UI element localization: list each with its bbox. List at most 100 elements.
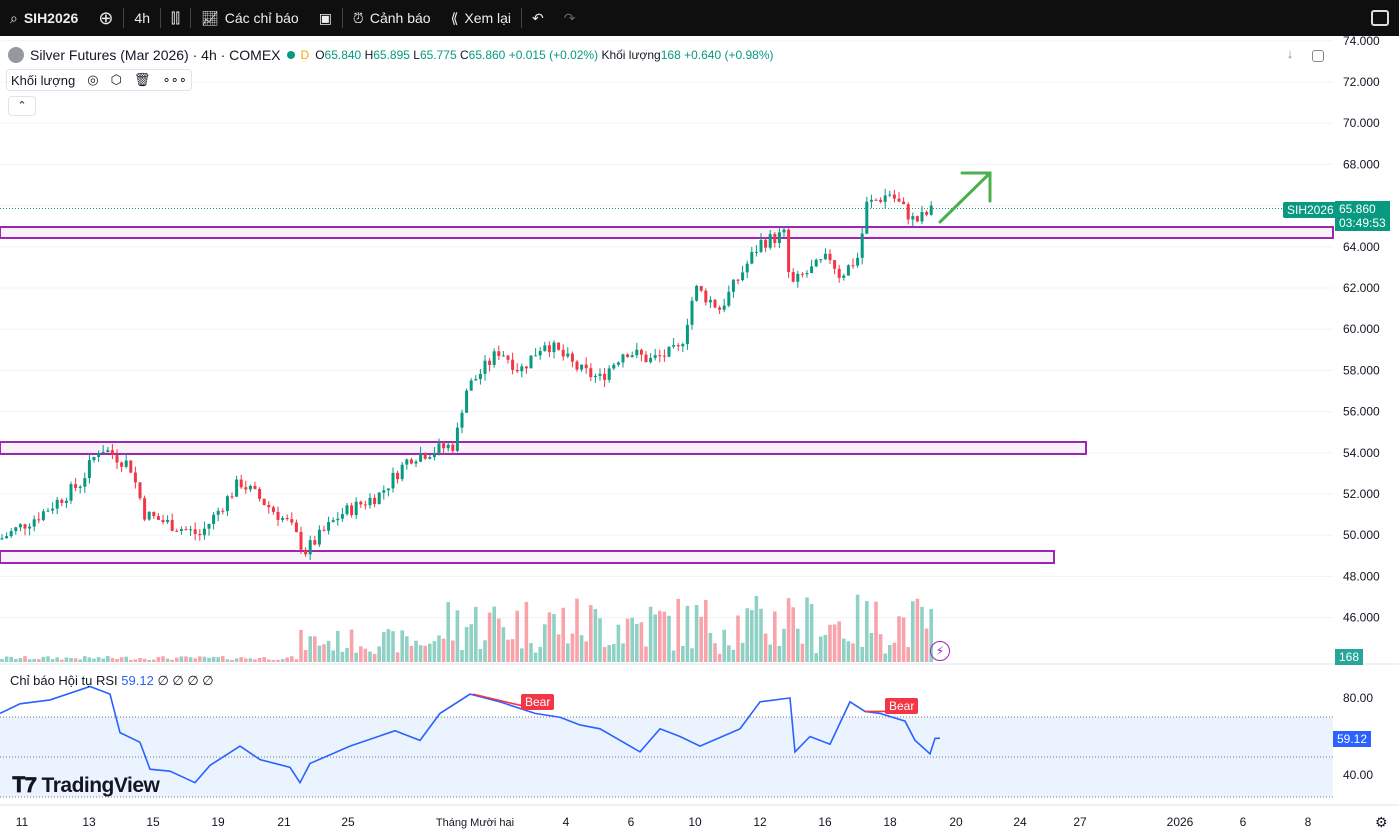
price-tick-label: 74.000 — [1343, 34, 1380, 48]
divider — [160, 8, 161, 28]
trash-icon[interactable]: 🗑︎ — [133, 72, 151, 87]
settings-icon[interactable]: ⬡ — [110, 72, 122, 87]
redo-button[interactable]: ↷ — [554, 0, 586, 36]
candle — [681, 344, 685, 347]
candle — [483, 360, 487, 374]
compare-button[interactable]: ⊕ — [88, 0, 123, 36]
volume-bar — [579, 635, 584, 662]
symbol-search-button[interactable]: ⌕ SIH2026 — [10, 9, 79, 27]
candle — [607, 368, 611, 380]
horizontal-zone — [0, 550, 1055, 564]
bear-label: Bear — [885, 698, 919, 714]
volume-bar — [911, 601, 915, 662]
volume-bar — [929, 608, 933, 662]
candle — [497, 351, 501, 356]
candle — [202, 528, 206, 536]
candle — [138, 482, 142, 499]
candle — [244, 487, 248, 490]
candle — [888, 194, 892, 196]
replay-button[interactable]: ⟪ Xem lại — [450, 9, 512, 27]
layouts-button[interactable]: ▣ — [309, 0, 342, 36]
eye-icon[interactable]: ◎ — [87, 72, 99, 87]
grid-icon: ▣ — [318, 9, 332, 26]
volume-bar — [184, 656, 188, 662]
volume-bar — [377, 646, 381, 662]
volume-bar — [432, 641, 437, 662]
lightning-icon[interactable]: ⚡︎ — [930, 641, 950, 661]
candle — [552, 342, 556, 352]
volume-bar — [239, 657, 243, 662]
volume-bar — [313, 636, 317, 662]
volume-bar — [64, 657, 69, 662]
candle — [285, 517, 289, 520]
candle — [529, 355, 533, 369]
time-axis-settings-icon[interactable]: ⚙︎ — [1375, 814, 1388, 830]
candle — [584, 364, 588, 369]
volume-bar — [363, 648, 368, 662]
candle — [207, 524, 211, 529]
volume-bar — [326, 640, 331, 662]
undo-button[interactable]: ↶ — [522, 0, 554, 36]
candle — [262, 498, 266, 506]
alerts-button[interactable]: ⏰︎ Cảnh báo — [352, 9, 431, 27]
candle — [184, 529, 188, 531]
volume-bar — [681, 645, 685, 662]
candle — [911, 216, 915, 220]
collapse-legend-button[interactable]: ⌃ — [8, 96, 36, 116]
candle — [704, 290, 708, 303]
volume-bar — [469, 624, 473, 662]
volume-bar — [506, 639, 510, 662]
candle — [258, 488, 262, 499]
indicators-button[interactable]: 📈︎ Các chỉ báo — [200, 9, 299, 27]
candle — [621, 354, 625, 363]
candle — [373, 497, 377, 504]
volume-bar — [662, 611, 667, 662]
candle — [906, 204, 910, 220]
volume-bar — [303, 650, 308, 662]
candle — [363, 504, 367, 506]
candle — [368, 497, 372, 506]
candle — [129, 460, 133, 473]
volume-bar — [782, 628, 786, 662]
candle — [865, 201, 869, 234]
volume-bar — [464, 626, 469, 662]
volume-bar — [474, 606, 478, 662]
scroll-down-button[interactable]: ↓ — [1286, 46, 1294, 61]
volume-bar — [763, 633, 768, 662]
candle — [501, 355, 505, 357]
candle — [239, 479, 243, 488]
time-tick-label: 6 — [1240, 815, 1247, 829]
more-icon[interactable]: ∘∘∘ — [162, 72, 187, 87]
candle — [248, 485, 252, 490]
volume-bar — [156, 656, 161, 662]
volume-bar — [874, 601, 878, 662]
candle — [18, 524, 22, 528]
rsi-tick-label: 80.00 — [1343, 691, 1373, 705]
candle — [455, 427, 459, 451]
candle — [78, 486, 82, 488]
volume-bar — [294, 659, 299, 662]
tradingview-logo: 𝐓𝟕 TradingView — [12, 774, 160, 797]
candle — [354, 501, 358, 516]
volume-bar — [625, 618, 630, 662]
symbol-legend: Silver Futures (Mar 2026) · 4h · COMEX D… — [8, 47, 774, 63]
divider — [189, 8, 191, 28]
candle — [699, 285, 703, 291]
fullscreen-button[interactable] — [1361, 0, 1399, 36]
volume-bar — [520, 648, 524, 662]
plus-circle-icon: ⊕ — [98, 7, 114, 28]
candle — [727, 291, 731, 306]
candle — [506, 355, 510, 360]
volume-bar — [556, 634, 561, 662]
candle — [759, 239, 763, 252]
volume-bar — [906, 647, 910, 662]
auto-scale-button[interactable] — [1312, 50, 1324, 62]
interval-button[interactable]: 4h — [134, 10, 150, 26]
volume-bar — [878, 634, 883, 662]
chart-type-button[interactable]: ⫿⫿ — [161, 0, 190, 36]
volume-bar — [257, 657, 262, 662]
candle — [87, 460, 91, 479]
volume-bar — [731, 649, 736, 662]
candle — [805, 273, 809, 275]
